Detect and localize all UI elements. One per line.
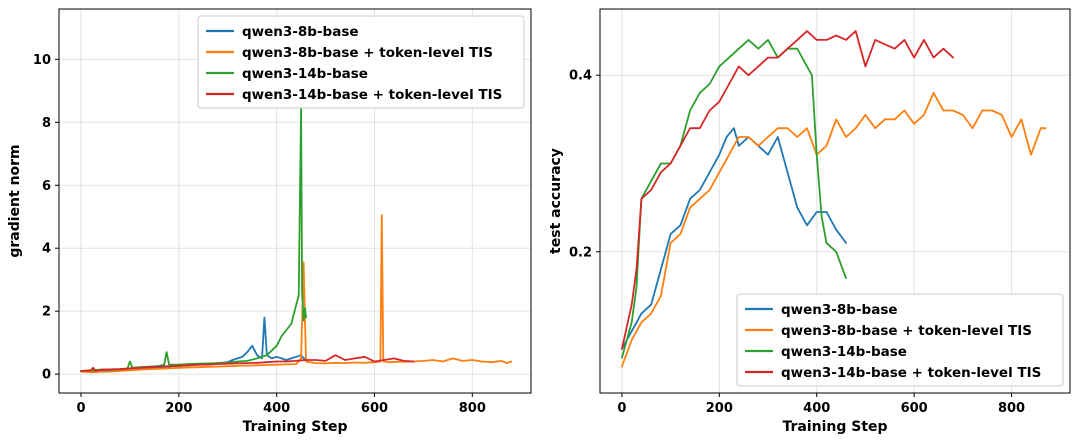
y-axis-label: gradient norm xyxy=(7,144,23,257)
y-tick-label: 6 xyxy=(42,179,51,194)
legend-label-qwen3-8b-base: qwen3-8b-base xyxy=(781,302,898,318)
x-tick-label: 800 xyxy=(459,401,486,416)
x-tick-label: 200 xyxy=(706,401,733,416)
x-tick-label: 0 xyxy=(617,401,626,416)
x-tick-label: 600 xyxy=(361,401,388,416)
legend-label-qwen3-14b-base-token-level-tis: qwen3-14b-base + token-level TIS xyxy=(242,87,502,103)
series-line-qwen3-8b-base-token-level-tis xyxy=(621,92,1047,368)
legend-label-qwen3-14b-base: qwen3-14b-base xyxy=(781,344,907,360)
y-tick-label: 4 xyxy=(42,242,51,257)
legend-label-qwen3-14b-base: qwen3-14b-base xyxy=(242,66,368,82)
legend-label-qwen3-14b-base-token-level-tis: qwen3-14b-base + token-level TIS xyxy=(781,365,1041,381)
x-tick-label: 600 xyxy=(901,401,928,416)
series-line-qwen3-14b-base-token-level-tis xyxy=(80,354,415,372)
x-axis-label: Training Step xyxy=(242,419,347,435)
test-accuracy-chart: 0 200 400 600 800 0.2 0.4 Training Step test acc… xyxy=(548,8,1071,435)
legend-label-qwen3-8b-base: qwen3-8b-base xyxy=(242,24,359,40)
plot-frame xyxy=(599,8,1071,394)
x-tick-label: 200 xyxy=(165,401,192,416)
legend: qwen3-8b-base qwen3-8b-base + token-level… xyxy=(736,293,1064,387)
series-line-qwen3-14b-base xyxy=(80,105,307,372)
series-line-qwen3-8b-base xyxy=(621,127,847,350)
x-tick-label: 0 xyxy=(76,401,85,416)
series-line-qwen3-8b-base-token-level-tis xyxy=(80,214,513,374)
legend-label-qwen3-8b-base-token-level-tis: qwen3-8b-base + token-level TIS xyxy=(781,323,1032,339)
series-line-qwen3-14b-base xyxy=(621,39,847,359)
series-line-qwen3-14b-base-token-level-tis xyxy=(621,30,954,350)
x-tick-label: 400 xyxy=(263,401,290,416)
legend-box xyxy=(736,293,1064,387)
y-tick-label: 0.4 xyxy=(569,69,592,84)
y-axis-label: test accuracy xyxy=(548,148,564,254)
x-tick-label: 400 xyxy=(803,401,830,416)
y-tick-label: 10 xyxy=(33,53,51,68)
y-tick-label: 0 xyxy=(42,368,51,383)
gradient-norm-chart: 0 200 400 600 800 0 2 4 6 8 10 Training Step gradien… xyxy=(7,8,532,435)
y-tick-label: 8 xyxy=(42,116,51,131)
plot-frame xyxy=(58,8,532,394)
y-tick-label: 0.2 xyxy=(569,245,592,260)
y-tick-label: 2 xyxy=(42,305,51,320)
x-axis-label: Training Step xyxy=(782,419,887,435)
legend-box xyxy=(197,15,525,109)
x-tick-label: 800 xyxy=(998,401,1025,416)
legend-label-qwen3-8b-base-token-level-tis: qwen3-8b-base + token-level TIS xyxy=(242,45,493,61)
legend: qwen3-8b-base qwen3-8b-base + token-level… xyxy=(197,15,525,109)
